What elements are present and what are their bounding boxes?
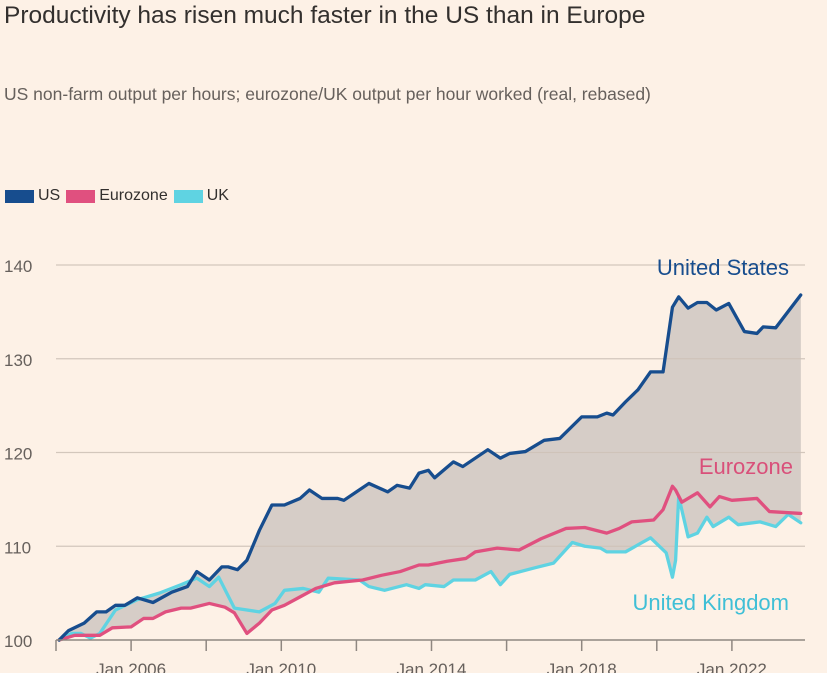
annotation-united-kingdom: United Kingdom — [632, 590, 789, 615]
legend-swatch-eurozone — [66, 189, 96, 203]
y-tick-label: 120 — [4, 445, 32, 464]
series-line-us — [57, 293, 803, 642]
annotation-eurozone: Eurozone — [699, 454, 793, 479]
legend-swatch-uk — [173, 189, 203, 203]
chart-title: Productivity has risen much faster in th… — [4, 2, 646, 29]
legend-item-uk: UK — [173, 187, 229, 205]
y-tick-label: 110 — [4, 538, 31, 557]
legend-label-uk: UK — [206, 187, 229, 204]
x-tick-label: Jan 2014 — [397, 660, 467, 673]
gap-fill — [59, 295, 801, 640]
series-lines — [57, 293, 803, 642]
annotation-united-states: United States — [657, 255, 789, 280]
legend-label-eurozone: Eurozone — [99, 187, 168, 204]
legend: US Eurozone UK — [5, 187, 235, 205]
y-tick-label: 130 — [4, 351, 32, 370]
x-tick-label: Jan 2010 — [246, 660, 316, 673]
series-line-eurozone — [57, 484, 803, 642]
legend-item-eurozone: Eurozone — [66, 187, 168, 205]
gap-fill-area — [59, 295, 801, 640]
legend-label-us: US — [38, 187, 61, 204]
y-tick-label: 140 — [4, 257, 32, 276]
gridlines — [56, 264, 805, 547]
chart-subtitle: US non-farm output per hours; eurozone/U… — [4, 84, 651, 104]
x-tick-label: Jan 2018 — [547, 660, 617, 673]
axes: 100 110 120 130 140 Jan 2006 Jan 2010 Jan 2014 J… — [4, 257, 805, 673]
y-tick-label: 100 — [4, 632, 32, 651]
x-tick-label: Jan 2022 — [697, 660, 767, 673]
legend-swatch-us — [5, 189, 34, 203]
x-tick-label: Jan 2006 — [96, 660, 166, 673]
legend-item-us: US — [5, 187, 60, 205]
